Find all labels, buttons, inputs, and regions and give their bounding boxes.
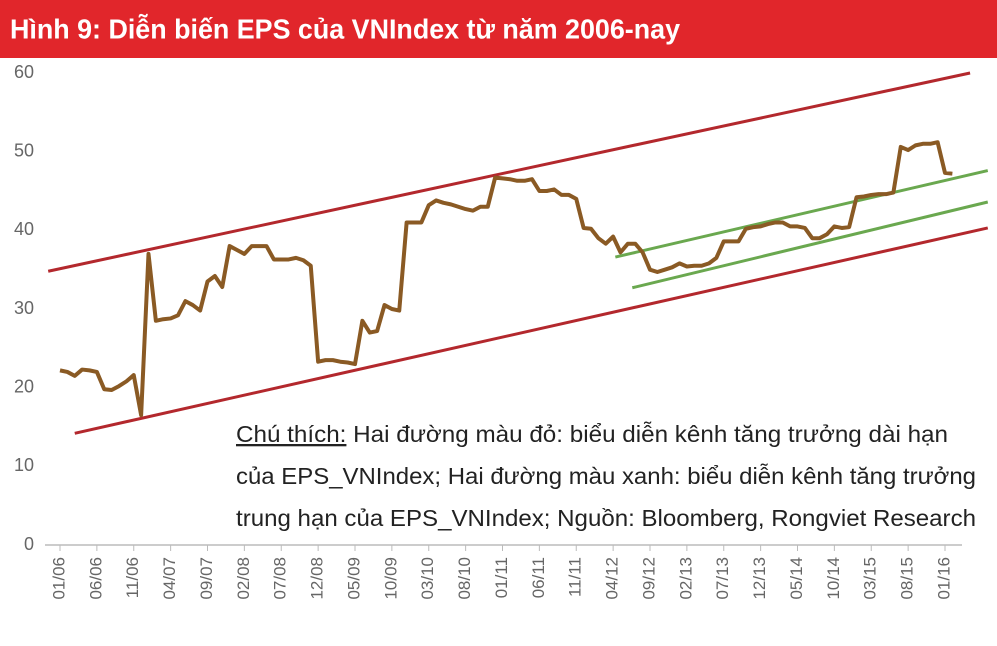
x-tick-label: 10/14 <box>824 557 843 600</box>
x-tick-label: 08/10 <box>455 557 474 600</box>
x-tick-label: 12/13 <box>750 557 769 600</box>
y-tick-label: 40 <box>14 219 34 239</box>
trend-line <box>614 169 989 259</box>
x-tick-label: 12/08 <box>308 557 327 600</box>
x-tick-label: 06/06 <box>86 557 105 600</box>
x-tick-label: 02/13 <box>676 557 695 600</box>
y-tick-label: 0 <box>24 534 34 554</box>
x-tick-label: 09/07 <box>197 557 216 600</box>
annotation-line: của EPS_VNIndex; Hai đường màu xanh: biể… <box>236 463 976 489</box>
annotation-line: Chú thích: Hai đường màu đỏ: biểu diễn k… <box>236 421 948 447</box>
y-tick-label: 10 <box>14 455 34 475</box>
x-tick-label: 11/06 <box>123 557 142 598</box>
x-tick-label: 08/15 <box>898 557 917 600</box>
annotation-text: Hai đường màu đỏ: biểu diễn kênh tăng tr… <box>346 421 948 447</box>
x-tick-label: 02/08 <box>234 557 253 600</box>
x-tick-label: 11/11 <box>566 557 585 597</box>
trend-line <box>74 226 989 435</box>
x-tick-label: 04/07 <box>160 557 179 600</box>
x-tick-label: 06/11 <box>529 557 548 598</box>
y-tick-label: 20 <box>14 376 34 396</box>
trend-line <box>631 200 989 290</box>
x-tick-label: 01/11 <box>492 557 511 598</box>
x-tick-label: 01/16 <box>934 557 953 600</box>
x-tick-label: 10/09 <box>381 557 400 600</box>
trend-line <box>47 71 971 273</box>
annotation-line: trung hạn của EPS_VNIndex; Nguồn: Bloomb… <box>236 505 976 531</box>
x-tick-label: 07/08 <box>271 557 290 600</box>
x-tick-label: 04/12 <box>603 557 622 600</box>
y-tick-label: 30 <box>14 298 34 318</box>
chart-title: Hình 9: Diễn biến EPS của VNIndex từ năm… <box>10 13 680 44</box>
x-tick-label: 05/09 <box>344 557 363 600</box>
x-tick-label: 01/06 <box>49 557 68 600</box>
title-bar <box>0 0 997 58</box>
x-tick-label: 05/14 <box>787 557 806 600</box>
x-tick-label: 03/15 <box>861 557 880 600</box>
y-tick-label: 60 <box>14 62 34 82</box>
y-tick-label: 50 <box>14 140 34 160</box>
x-tick-label: 03/10 <box>418 557 437 600</box>
x-tick-label: 09/12 <box>639 557 658 600</box>
x-tick-label: 07/13 <box>713 557 732 600</box>
data-line <box>59 140 953 418</box>
annotation-label: Chú thích: <box>236 421 346 447</box>
